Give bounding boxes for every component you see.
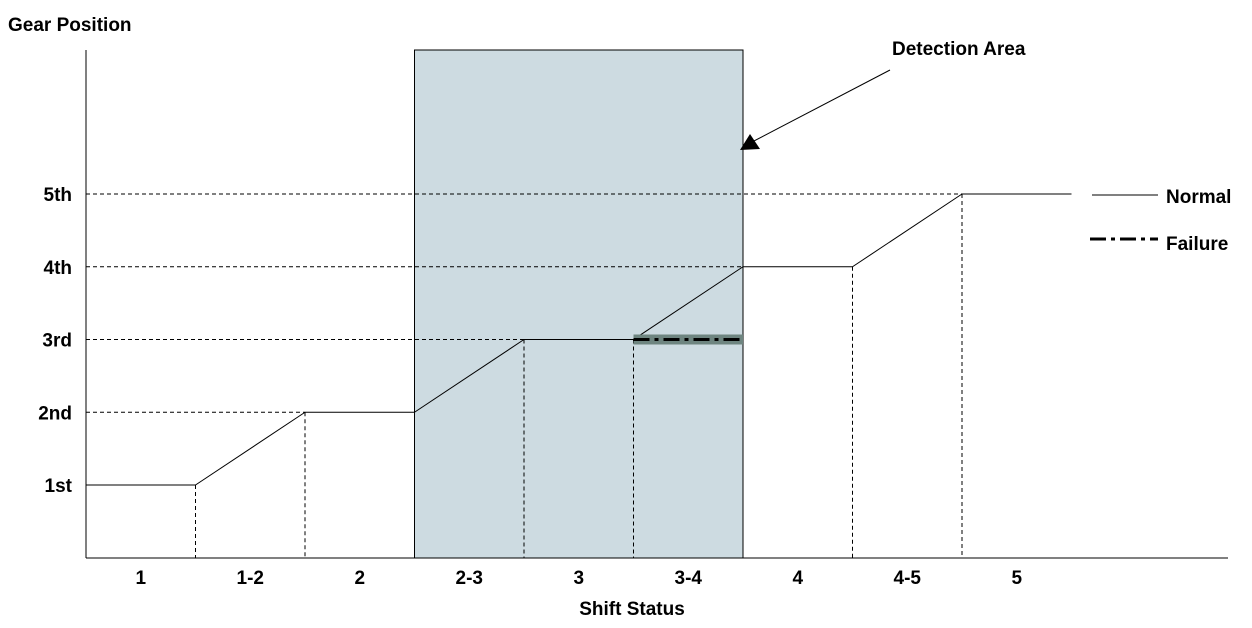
x-tick-label: 3-4 bbox=[675, 568, 703, 589]
x-tick-label: 2 bbox=[354, 568, 365, 589]
y-tick-label: 4th bbox=[44, 258, 73, 279]
y-axis-title: Gear Position bbox=[8, 15, 132, 36]
detection-area bbox=[414, 49, 744, 559]
normal-segment bbox=[852, 193, 963, 268]
x-tick-label: 4 bbox=[792, 568, 803, 589]
detection-arrow-head bbox=[740, 134, 760, 150]
y-tick-label: 5th bbox=[44, 185, 73, 206]
x-tick-label: 3 bbox=[573, 568, 584, 589]
y-tick-label: 1st bbox=[45, 476, 73, 497]
legend-failure-label: Failure bbox=[1166, 234, 1228, 255]
y-tick-label: 3rd bbox=[42, 331, 72, 352]
x-tick-label: 1-2 bbox=[237, 568, 264, 589]
x-tick-label: 2-3 bbox=[456, 568, 483, 589]
detection-area-label: Detection Area bbox=[892, 39, 1026, 60]
legend: Normal Failure bbox=[1090, 187, 1231, 255]
normal-segment bbox=[414, 339, 525, 413]
normal-segment bbox=[633, 266, 744, 340]
detection-arrow-line bbox=[751, 69, 891, 143]
x-tick-label: 1 bbox=[135, 568, 146, 589]
y-tick-label: 2nd bbox=[38, 403, 72, 424]
x-tick-label: 5 bbox=[1011, 568, 1022, 589]
legend-normal-label: Normal bbox=[1166, 187, 1231, 208]
x-axis-title: Shift Status bbox=[579, 599, 685, 620]
x-tick-label: 4-5 bbox=[894, 568, 922, 589]
normal-segment bbox=[195, 411, 306, 486]
